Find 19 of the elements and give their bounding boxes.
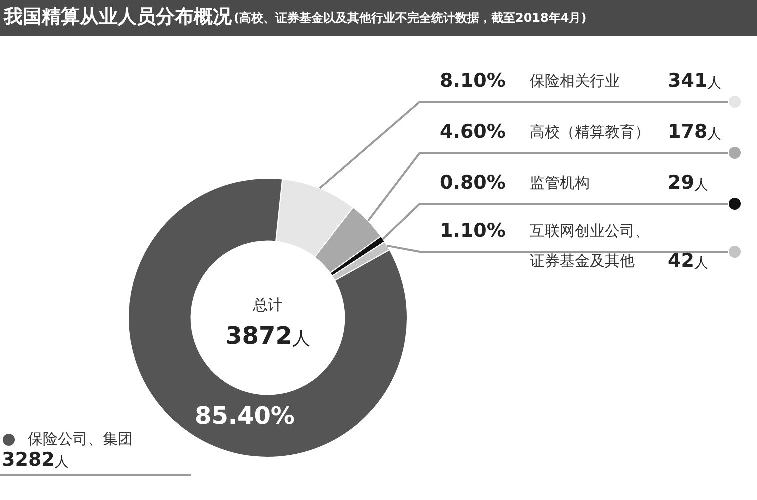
slice-label: 互联网创业公司、证券基金及其他 <box>530 222 650 270</box>
text: 1.10% <box>440 220 506 242</box>
text: 4.60% <box>440 120 506 143</box>
legend-label: 保险公司、集团 <box>28 430 133 448</box>
data-label: 178人 <box>668 120 722 143</box>
data-label: 42人 <box>668 250 708 272</box>
data-label: 341人 <box>668 70 722 92</box>
text: 85.40% <box>195 402 295 430</box>
slice-label: 监管机构 <box>530 174 590 192</box>
slice-label: 保险相关行业 <box>530 72 620 90</box>
slice-label: 高校（精算教育） <box>530 122 650 141</box>
data-label: 3282人 <box>2 448 69 471</box>
text: 总计 <box>252 296 283 314</box>
text: 8.10% <box>440 70 506 92</box>
chart-title: 我国精算从业人员分布概况 <box>3 6 233 28</box>
text: 0.80% <box>440 172 506 194</box>
data-label: 29人 <box>668 172 708 194</box>
chart-subtitle: (高校、证券基金以及其他行业不完全统计数据，截至2018年4月) <box>234 11 587 26</box>
text: 3872人 <box>226 322 310 350</box>
